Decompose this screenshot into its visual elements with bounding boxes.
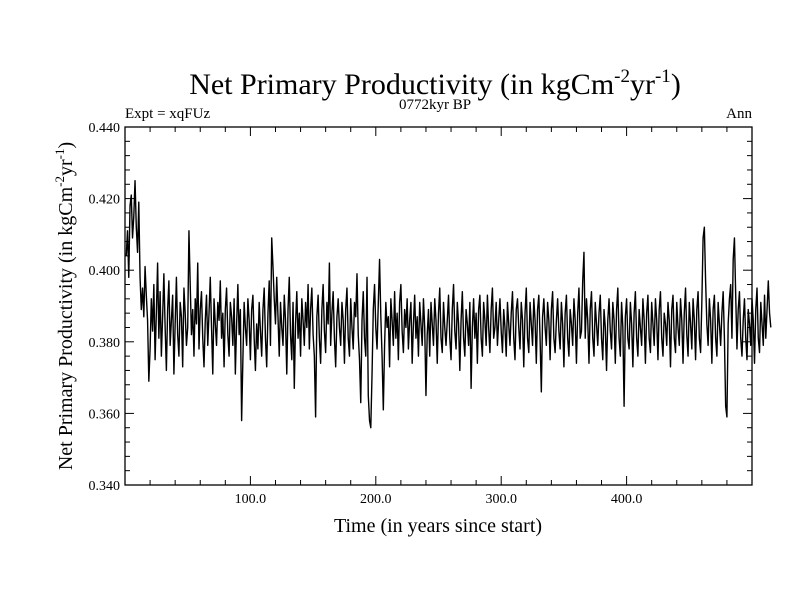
chart-title-mid: yr [630,68,655,101]
y-axis-label-sup1: -2 [52,176,67,187]
y-axis-label-main: Net Primary Productivity (in kgCm [55,186,77,470]
y-tick-label: 0.400 [89,264,121,279]
y-tick-label: 0.420 [89,193,121,208]
y-tick-label: 0.440 [89,121,121,136]
period-label: 0772kyr BP [399,97,471,113]
y-axis-label: Net Primary Productivity (in kgCm-2yr-1) [52,142,77,470]
axis-ticks [125,127,752,485]
y-axis-label-mid: yr [55,159,77,176]
npp-series-line [125,179,772,429]
y-tick-label: 0.360 [89,407,121,422]
x-tick-label: 300.0 [485,492,517,507]
experiment-label: Expt = xqFUz [125,106,210,122]
y-axis-label-end: ) [55,142,77,149]
season-label: Ann [726,106,752,122]
chart-title-main: Net Primary Productivity (in kgCm [189,68,614,101]
x-tick-label: 200.0 [360,492,392,507]
chart-title: Net Primary Productivity (in kgCm-2yr-1) [189,66,681,101]
y-tick-label: 0.340 [89,479,121,494]
chart-title-sup2: -1 [655,66,671,87]
chart-title-sup1: -2 [614,66,630,87]
y-axis-label-sup2: -1 [52,149,67,160]
tick-labels: 100.0 200.0 300.0 400.0 0.340 0.360 0.380 0.400… [89,121,643,507]
x-tick-label: 400.0 [611,492,643,507]
y-tick-label: 0.380 [89,336,121,351]
x-axis-label: Time (in years since start) [334,515,542,537]
x-tick-label: 100.0 [235,492,267,507]
chart-title-end: ) [671,68,681,101]
